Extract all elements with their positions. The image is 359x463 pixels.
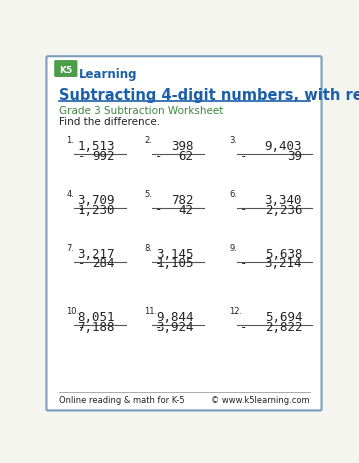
Text: 1,513: 1,513	[77, 140, 115, 153]
Text: 3.: 3.	[229, 136, 237, 144]
Text: 42: 42	[179, 203, 194, 216]
Text: -: -	[155, 320, 162, 333]
Text: 7,188: 7,188	[77, 320, 115, 333]
Text: -: -	[155, 257, 162, 270]
FancyBboxPatch shape	[46, 57, 322, 411]
Text: 9,403: 9,403	[265, 140, 302, 153]
Text: 398: 398	[171, 140, 194, 153]
Text: 1.: 1.	[66, 136, 74, 144]
Text: -: -	[240, 149, 248, 162]
Text: -: -	[155, 203, 162, 216]
Text: Online reading & math for K-5: Online reading & math for K-5	[59, 395, 185, 404]
Text: 3,709: 3,709	[77, 194, 115, 207]
Text: 62: 62	[179, 149, 194, 162]
Text: -: -	[78, 320, 85, 333]
Text: 4.: 4.	[66, 189, 74, 198]
Text: 3,145: 3,145	[156, 248, 194, 261]
Text: 9,844: 9,844	[156, 311, 194, 324]
Text: 8,051: 8,051	[77, 311, 115, 324]
Text: 8.: 8.	[144, 243, 152, 252]
Text: 2,822: 2,822	[265, 320, 302, 333]
Text: Subtracting 4-digit numbers, with regrouping: Subtracting 4-digit numbers, with regrou…	[59, 88, 359, 103]
Text: -: -	[78, 149, 85, 162]
Text: 6.: 6.	[229, 189, 237, 198]
Text: 992: 992	[92, 149, 115, 162]
Text: 5.: 5.	[144, 189, 152, 198]
Text: 11.: 11.	[144, 306, 157, 315]
Text: 5,694: 5,694	[265, 311, 302, 324]
Text: © www.k5learning.com: © www.k5learning.com	[211, 395, 310, 404]
Text: Grade 3 Subtraction Worksheet: Grade 3 Subtraction Worksheet	[59, 106, 223, 116]
Text: 5,638: 5,638	[265, 248, 302, 261]
FancyBboxPatch shape	[54, 61, 78, 78]
Text: -: -	[240, 203, 248, 216]
Text: 2.: 2.	[144, 136, 152, 144]
Text: Find the difference.: Find the difference.	[59, 117, 160, 126]
Text: 3,217: 3,217	[77, 248, 115, 261]
Text: -: -	[78, 257, 85, 270]
Text: -: -	[240, 257, 248, 270]
Text: 2,236: 2,236	[265, 203, 302, 216]
Text: K5: K5	[59, 66, 73, 75]
Text: -: -	[155, 149, 162, 162]
Text: 7.: 7.	[66, 243, 75, 252]
Text: 284: 284	[92, 257, 115, 270]
Text: 12.: 12.	[229, 306, 242, 315]
Text: Learning: Learning	[79, 68, 137, 81]
Text: 10.: 10.	[66, 306, 80, 315]
Text: 1,230: 1,230	[77, 203, 115, 216]
Text: 782: 782	[171, 194, 194, 207]
Text: -: -	[240, 320, 248, 333]
Text: 3,214: 3,214	[265, 257, 302, 270]
Text: 39: 39	[287, 149, 302, 162]
Text: -: -	[78, 203, 85, 216]
Text: 3,924: 3,924	[156, 320, 194, 333]
Text: 9.: 9.	[229, 243, 237, 252]
Text: 1,105: 1,105	[156, 257, 194, 270]
Text: 3,340: 3,340	[265, 194, 302, 207]
